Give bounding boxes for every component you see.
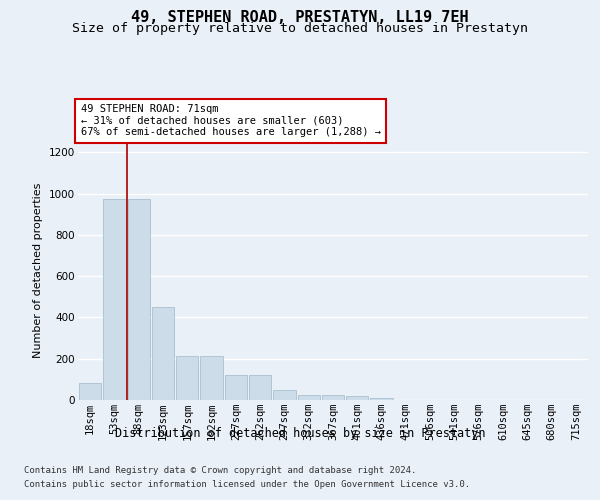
Bar: [152, 307, 174, 400]
Text: Contains public sector information licensed under the Open Government Licence v3: Contains public sector information licen…: [24, 480, 470, 489]
Bar: [176, 356, 199, 400]
Bar: [224, 375, 247, 400]
Bar: [273, 390, 296, 400]
Y-axis label: Number of detached properties: Number of detached properties: [34, 182, 43, 358]
Bar: [249, 375, 271, 400]
Text: 49, STEPHEN ROAD, PRESTATYN, LL19 7EH: 49, STEPHEN ROAD, PRESTATYN, LL19 7EH: [131, 10, 469, 25]
Text: 49 STEPHEN ROAD: 71sqm
← 31% of detached houses are smaller (603)
67% of semi-de: 49 STEPHEN ROAD: 71sqm ← 31% of detached…: [80, 104, 380, 138]
Bar: [79, 384, 101, 400]
Bar: [200, 356, 223, 400]
Text: Distribution of detached houses by size in Prestatyn: Distribution of detached houses by size …: [115, 428, 485, 440]
Bar: [370, 398, 393, 400]
Bar: [103, 199, 125, 400]
Bar: [298, 395, 320, 400]
Bar: [322, 396, 344, 400]
Bar: [346, 396, 368, 400]
Text: Size of property relative to detached houses in Prestatyn: Size of property relative to detached ho…: [72, 22, 528, 35]
Bar: [128, 199, 150, 400]
Text: Contains HM Land Registry data © Crown copyright and database right 2024.: Contains HM Land Registry data © Crown c…: [24, 466, 416, 475]
